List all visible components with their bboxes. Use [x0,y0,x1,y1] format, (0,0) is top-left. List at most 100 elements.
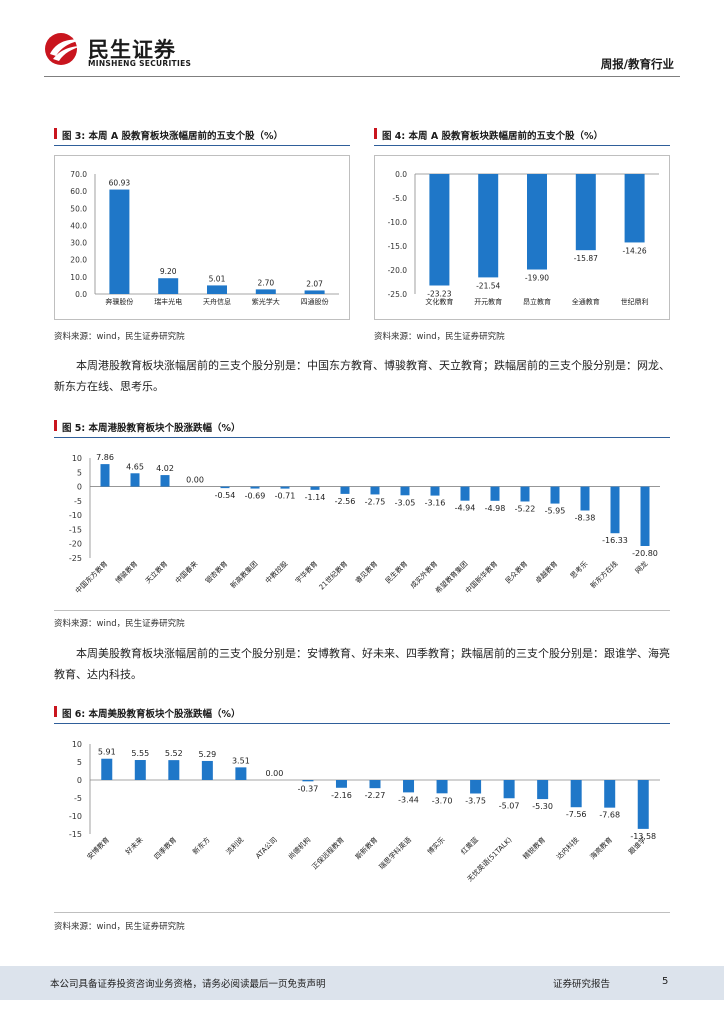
fig6-title-rule [54,723,670,724]
fig5-category-label: 睿见教育 [353,559,379,585]
fig3-ytick-label: 40.0 [70,221,87,230]
fig6-bar [101,758,113,780]
fig4-value-label: -14.26 [623,246,647,255]
fig5-bar [400,486,410,496]
fig5-bar [580,486,590,511]
fig3-title: 图 3: 本周 A 股教育板块涨幅居前的五支个股（%） [54,128,283,142]
fig5-bar [310,486,320,490]
footer-doc-type: 证券研究报告 [553,979,611,990]
fig4-title: 图 4: 本周 A 股教育板块跌幅居前的五支个股（%） [374,128,603,142]
fig6-category-label: 安博教育 [85,835,111,861]
footer-disclaimer: 本公司具备证券投资咨询业务资格，请务必阅读最后一页免责声明 [50,979,326,990]
fig6-value-label: 3.51 [232,756,250,765]
fig4-category-label: 开元教育 [474,297,502,306]
fig5-value-label: -3.05 [395,498,416,507]
fig5-value-label: -2.75 [365,497,386,506]
fig6-value-label: -2.27 [365,791,386,800]
us-summary-paragraph: 本周美股教育板块涨幅居前的三支个股分别是：安博教育、好未来、四季教育；跌幅居前的… [54,647,670,681]
fig4-ytick-label: -10.0 [388,218,408,227]
fig5-value-label: -8.38 [575,514,596,523]
fig6-value-label: -3.70 [432,796,453,805]
fig6-source: 资料来源：wind，民生证券研究院 [54,922,185,932]
fig5-category-label: 银杏教育 [203,559,229,585]
fig6-bar [201,760,213,780]
fig5-chart: 10 5 0 -5 -10 -15 -20 -25 7.86 中国东方教育 4.65 博骏教育 4.02… [69,453,660,595]
fig5-value-label: 4.02 [156,464,174,473]
fig5-value-label: -4.98 [485,504,506,513]
fig5-bar [160,475,170,487]
fig3-ytick-label: 20.0 [70,256,87,265]
fig4-source: 资料来源：wind，民生证券研究院 [374,332,505,342]
fig5-category-label: 中国东方教育 [73,559,109,595]
fig5-ytick-label: -10 [69,511,82,520]
fig6-category-label: 流利说 [224,835,245,856]
fig6-title: 图 6: 本周美股教育板块个股涨跌幅（%） [54,706,241,720]
fig6-category-label: 红黄蓝 [459,835,480,856]
fig5-ytick-label: -15 [69,525,82,534]
fig6-value-label: -5.30 [532,802,553,811]
fig6-value-label: 5.91 [98,748,116,757]
fig5-value-label: -0.69 [245,492,266,501]
fig6-value-label: 5.55 [131,749,149,758]
fig5-value-label: -3.16 [425,499,446,508]
fig5-category-label: 中教控股 [263,559,289,585]
fig6-value-label: -3.44 [398,795,419,804]
fig5-ytick-label: 0 [77,483,82,492]
fig6-bar [403,780,415,793]
fig6-bar [436,780,448,794]
fig5-value-label: -5.95 [545,507,566,516]
fig6-category-label: ATA公司 [254,836,279,861]
fig6-value-label: -13.58 [630,832,656,841]
fig3-value-label: 2.07 [306,279,323,288]
fig5-value-label: -16.33 [602,536,628,545]
fig5-value-label: -0.71 [275,492,296,501]
fig3-ytick-label: 60.0 [70,187,87,196]
fig6-category-label: 好未来 [123,835,144,856]
fig5-source: 资料来源：wind，民生证券研究院 [54,619,185,629]
fig5-title-text: 图 5: 本周港股教育板块个股涨跌幅（%） [62,423,241,434]
fig5-value-label: -20.80 [632,549,658,558]
fig3-chart-frame: 70.0 60.0 50.0 40.0 30.0 20.0 10.0 0.0 60.93 奔骥股份… [54,155,350,320]
fig6-ytick-label: -5 [74,794,82,803]
fig6-category-label: 博实乐 [425,835,446,856]
fig3-value-label: 60.93 [109,179,131,188]
fig5-title: 图 5: 本周港股教育板块个股涨跌幅（%） [54,420,241,434]
fig5-title-rule [54,437,670,438]
fig5-title-marker [54,420,57,431]
fig6-category-label: 精锐教育 [521,835,547,861]
fig4-value-label: -23.23 [427,290,451,299]
fig3-bar [304,290,325,294]
fig4-ytick-label: -5.0 [392,194,407,203]
fig6-ytick-label: -10 [69,812,82,821]
fig3-category-label: 瑞丰光电 [154,297,182,306]
fig5-category-label: 成实外教育 [408,559,439,590]
fig3-title-text: 图 3: 本周 A 股教育板块涨幅居前的五支个股（%） [62,131,284,142]
fig5-value-label: -4.94 [455,504,476,513]
fig3-category-label: 紫光学大 [252,297,280,306]
fig6-category-label: 正保远程教育 [310,835,346,871]
fig5-category-label: 卓越教育 [533,559,559,585]
fig5-category-label: 宇华教育 [293,559,319,585]
fig6-bar [537,780,549,800]
fig6-category-label: 四季教育 [152,835,178,861]
fig6-bar [302,780,314,782]
fig5-bar [640,486,650,546]
fig6-chart: 10 5 0 -5 -10 -15 5.91 安博教育 5.55 好未来 5.52 四季教育 5.29 新… [69,740,660,883]
fig5-bar [460,486,470,501]
fig5-bar [490,486,500,501]
fig5-bottom-rule [54,610,670,611]
fig3-value-label: 9.20 [160,267,177,276]
fig5-category-label: 21世纪教育 [317,559,349,591]
fig3-category-label: 天舟信息 [203,297,231,306]
fig5-bar [280,486,290,489]
fig5-ytick-label: 10 [72,454,82,463]
fig3-ytick-label: 50.0 [70,204,87,213]
fig4-title-marker [374,128,377,139]
fig3-category-label: 奔骥股份 [105,297,133,306]
fig6-value-label: 5.29 [198,750,216,759]
fig5-category-label: 思考乐 [568,559,589,580]
fig3-title-marker [54,128,57,139]
page-number: 5 [662,976,669,987]
fig5-category-label: 天立教育 [143,559,169,585]
